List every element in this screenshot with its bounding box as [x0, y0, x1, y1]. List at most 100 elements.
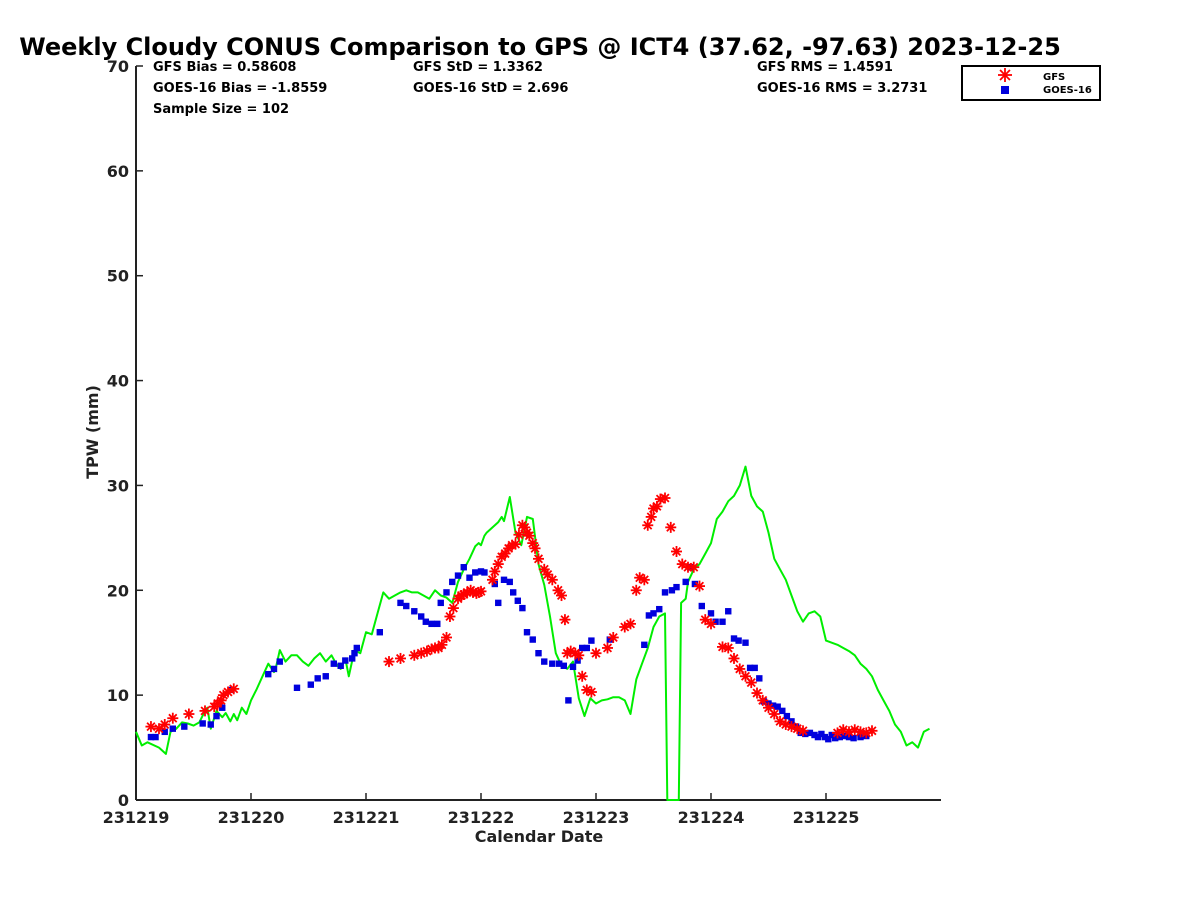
goes16-point	[219, 704, 226, 711]
goes16-point	[730, 635, 738, 642]
goes16-point	[541, 658, 548, 665]
goes16-point	[460, 564, 467, 571]
gfs-point	[797, 725, 809, 737]
goes16-point	[147, 733, 155, 741]
goes16-point	[583, 644, 590, 652]
gfs-point	[602, 642, 613, 654]
legend-gfs-asterisk	[998, 68, 1012, 82]
goes16-point	[337, 662, 344, 669]
goes16-point	[569, 663, 577, 671]
goes16-point	[491, 580, 498, 588]
stat-goes-bias: GOES-16 Bias = -1.8559	[153, 81, 327, 96]
goes16-point	[691, 580, 699, 588]
plot-area: 0 10 20 30 40 50 60 70 231219 231220 231221 231222…	[103, 57, 941, 827]
goes16-point	[707, 610, 715, 617]
goes16-point	[725, 608, 732, 615]
gfs-point	[383, 656, 395, 668]
goes16-point	[682, 578, 689, 586]
gfs-point	[529, 542, 541, 554]
gfs-point	[630, 584, 642, 596]
goes16-point	[779, 707, 786, 715]
goes16-point	[152, 733, 159, 741]
gfs-point	[153, 723, 165, 735]
goes16-point	[199, 720, 206, 727]
goes16-point	[437, 599, 444, 607]
goes16-point	[549, 660, 556, 667]
goes16-point	[751, 664, 758, 672]
x-axis-label: Calendar Date	[475, 827, 604, 846]
gfs-point	[199, 705, 211, 717]
goes16-point	[668, 587, 676, 594]
gfs-point	[533, 553, 544, 565]
gfs-point	[441, 631, 452, 643]
gfs-point	[751, 687, 763, 699]
goes16-point	[769, 702, 777, 709]
goes16-point	[293, 684, 301, 692]
y-tick-label: 10	[107, 686, 129, 705]
stat-sample-size: Sample Size = 102	[153, 102, 289, 117]
gfs-point	[699, 614, 711, 626]
gfs-point	[576, 670, 588, 682]
goes16-point	[466, 574, 473, 581]
gfs-point	[659, 492, 671, 504]
gps-series-line	[135, 465, 930, 801]
goes16-point	[574, 657, 581, 664]
gfs-point	[694, 580, 705, 592]
gfs-point	[447, 602, 459, 614]
goes16-point	[825, 735, 832, 743]
goes16-point	[841, 732, 848, 740]
gfs-point	[638, 574, 650, 586]
goes16-point	[588, 637, 595, 644]
goes16-point	[418, 613, 425, 620]
legend-goes16-label: GOES-16	[1043, 85, 1092, 96]
gfs-point	[728, 652, 740, 664]
gfs-point	[745, 677, 757, 689]
goes16-point	[828, 731, 835, 739]
x-tick-label: 231220	[218, 808, 285, 827]
goes16-point	[477, 568, 485, 575]
series-layer	[135, 465, 930, 801]
goes16-point	[422, 618, 429, 625]
goes16-point	[307, 681, 314, 688]
y-ticks: 0 10 20 30 40 50 60 70	[107, 57, 143, 810]
goes16-point	[207, 721, 214, 728]
goes16-point	[756, 675, 763, 682]
goes16-point	[181, 723, 188, 730]
gfs-point	[665, 521, 677, 533]
goes16-point	[579, 644, 586, 652]
gfs-point	[444, 611, 456, 622]
goes16-point	[428, 620, 435, 628]
goes16-point	[449, 578, 456, 586]
goes16-point	[397, 599, 404, 607]
goes16-point	[376, 629, 383, 636]
goes16-point	[349, 655, 356, 662]
goes16-point	[556, 660, 563, 667]
goes16-point	[434, 620, 441, 628]
gfs-point	[688, 561, 700, 573]
goes16-point	[330, 660, 337, 667]
x-tick-label: 231224	[678, 808, 745, 827]
gfs-point	[513, 529, 525, 541]
x-tick-label: 231225	[793, 808, 860, 827]
goes16-point	[481, 569, 488, 576]
gfs-point	[757, 694, 769, 706]
gfs-point	[559, 614, 571, 626]
x-tick-label: 231219	[103, 808, 170, 827]
gfs-point	[734, 663, 746, 675]
legend-box	[961, 65, 1101, 101]
gfs-point	[866, 725, 878, 737]
goes16-point	[661, 589, 669, 596]
goes16-point	[265, 670, 272, 678]
chart-title: Weekly Cloudy CONUS Comparison to GPS @ …	[19, 33, 1061, 61]
gfs-point	[654, 493, 666, 505]
x-tick-label: 231221	[333, 808, 400, 827]
goes16-point	[510, 589, 517, 596]
goes16-point	[850, 734, 857, 742]
gfs-point	[159, 719, 171, 731]
gfs-point	[499, 548, 511, 560]
gfs-point	[145, 721, 157, 733]
gfs-point	[436, 639, 448, 651]
goes16-point	[161, 728, 168, 736]
stat-goes-rms: GOES-16 RMS = 3.2731	[757, 81, 927, 96]
